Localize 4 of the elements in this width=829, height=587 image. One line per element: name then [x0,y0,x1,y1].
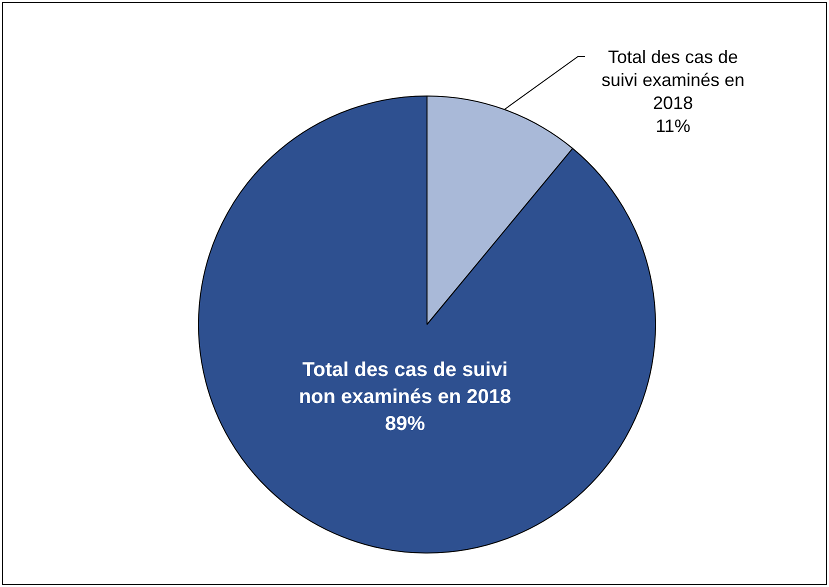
data-label: 11% [656,116,690,136]
data-label: 89% [384,413,426,436]
slice-label: Total des cas de suivi non examinés en 2018 [298,359,512,408]
slice-label: Total des cas de suivi examinés en 2018 [601,46,745,113]
